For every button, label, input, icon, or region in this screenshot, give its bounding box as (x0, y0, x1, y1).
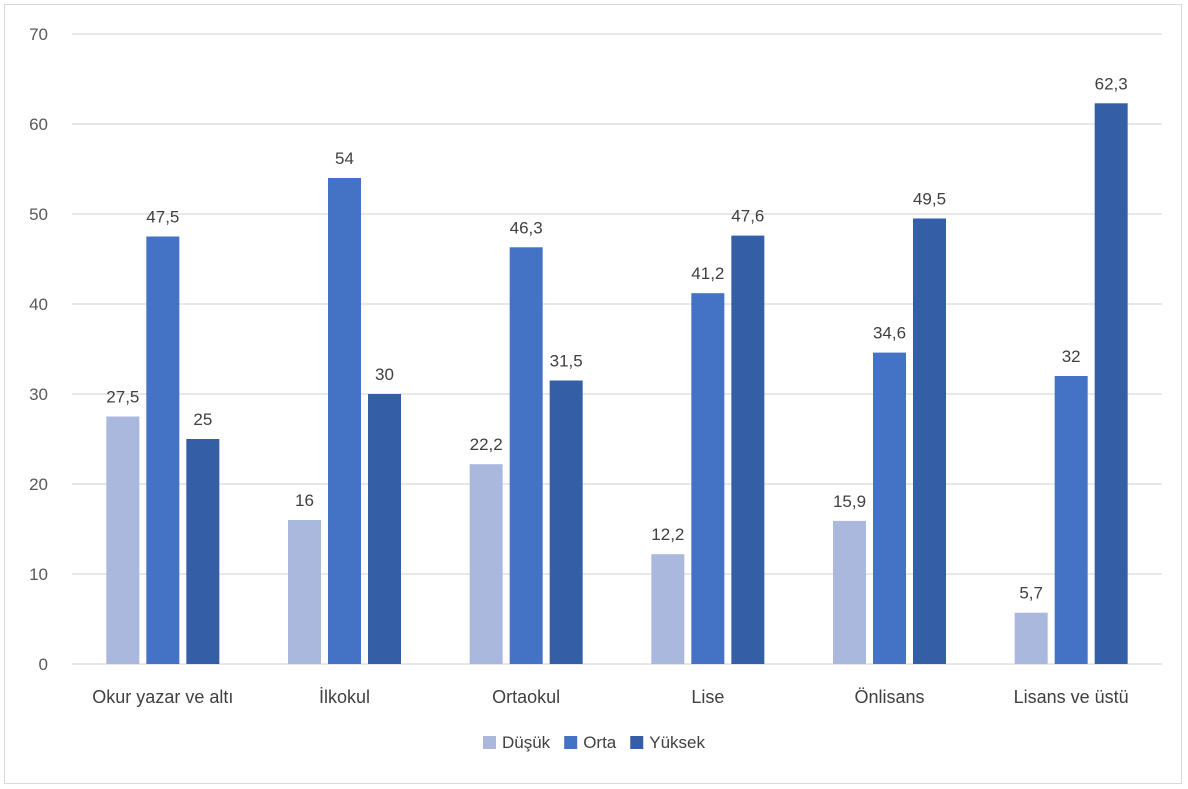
legend-swatch-düşük (483, 736, 496, 749)
data-labels: 27,5 47,5 25 16 54 30 22,2 46,3 31,5 12,2 41,2 47,6… (106, 74, 1127, 602)
x-category-label: Okur yazar ve altı (92, 687, 233, 707)
legend-label: Düşük (502, 733, 551, 752)
x-category-label: Lisans ve üstü (1014, 687, 1129, 707)
bar-düşük-2 (469, 464, 503, 664)
data-label: 47,5 (146, 208, 179, 227)
data-label: 54 (335, 149, 354, 168)
legend-label: Orta (583, 733, 617, 752)
y-tick-label: 50 (29, 205, 48, 224)
bar-yüksek-4 (913, 218, 946, 664)
data-label: 15,9 (833, 492, 866, 511)
y-axis-ticks: 0 10 20 30 40 50 60 70 (29, 25, 48, 674)
bar-orta-5 (1054, 376, 1088, 664)
y-tick-label: 60 (29, 115, 48, 134)
x-category-label: Ortaokul (492, 687, 560, 707)
x-category-label: Önlisans (854, 687, 924, 707)
legend-label: Yüksek (649, 733, 705, 752)
bar-orta-3 (691, 293, 725, 664)
x-axis-categories: Okur yazar ve altı İlkokul Ortaokul Lise Önl… (92, 687, 1128, 707)
bar-orta-4 (873, 352, 906, 664)
data-label: 5,7 (1019, 584, 1043, 603)
y-tick-label: 0 (39, 655, 48, 674)
legend: Düşük Orta Yüksek (483, 733, 705, 752)
data-label: 25 (193, 410, 212, 429)
legend-swatch-orta (564, 736, 578, 749)
bar-yüksek-1 (368, 394, 401, 664)
y-tick-label: 70 (29, 25, 48, 44)
y-tick-label: 10 (29, 565, 48, 584)
bar-düşük-1 (288, 520, 321, 664)
data-label: 12,2 (651, 525, 684, 544)
bar-düşük-0 (106, 416, 140, 664)
data-label: 41,2 (691, 264, 724, 283)
data-label: 16 (295, 491, 314, 510)
y-tick-label: 40 (29, 295, 48, 314)
data-label: 46,3 (510, 218, 543, 237)
data-label: 30 (375, 365, 394, 384)
bar-yüksek-3 (731, 235, 765, 664)
data-label: 27,5 (106, 388, 139, 407)
bars (106, 103, 1128, 665)
legend-swatch-yüksek (630, 736, 644, 749)
bar-orta-0 (146, 236, 180, 664)
data-label: 34,6 (873, 324, 906, 343)
data-label: 22,2 (470, 435, 503, 454)
data-label: 32 (1062, 347, 1081, 366)
bar-orta-2 (509, 247, 543, 665)
data-label: 49,5 (913, 190, 946, 209)
data-label: 31,5 (550, 352, 583, 371)
y-tick-label: 20 (29, 475, 48, 494)
y-tick-label: 30 (29, 385, 48, 404)
data-label: 62,3 (1095, 74, 1128, 93)
bar-yüksek-5 (1094, 103, 1128, 665)
x-category-label: İlkokul (319, 687, 370, 707)
data-label: 47,6 (731, 207, 764, 226)
bar-düşük-3 (651, 554, 685, 664)
bar-düşük-4 (833, 520, 866, 664)
bar-orta-1 (328, 178, 361, 664)
x-category-label: Lise (691, 687, 724, 707)
bar-düşük-5 (1014, 612, 1048, 664)
bar-yüksek-0 (186, 439, 220, 664)
bar-yüksek-2 (549, 380, 583, 664)
gridlines (72, 33, 1162, 665)
